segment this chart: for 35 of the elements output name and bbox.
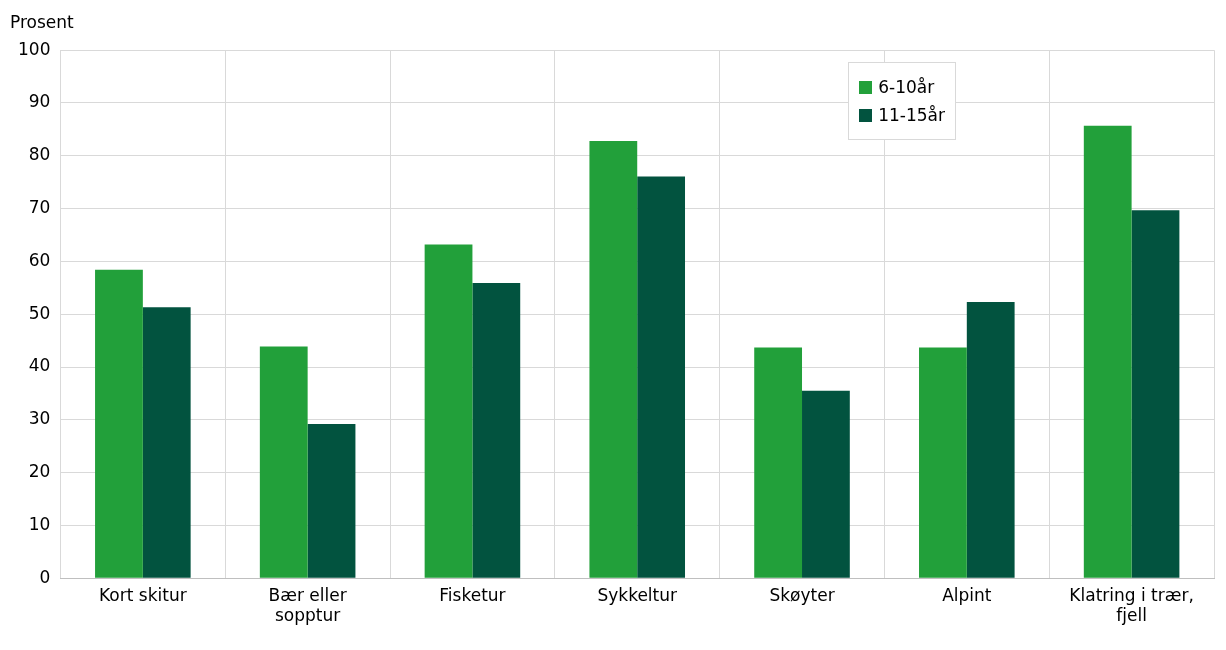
bar bbox=[95, 269, 143, 578]
x-tick-label: Kort skitur bbox=[99, 584, 187, 605]
y-tick-label: 90 bbox=[28, 91, 51, 112]
y-tick-label: 60 bbox=[28, 249, 51, 270]
y-tick-label: 0 bbox=[39, 566, 51, 587]
bar bbox=[424, 244, 473, 578]
x-tick-label: Alpint bbox=[942, 584, 992, 605]
legend-label: 6-10år bbox=[878, 77, 935, 97]
y-axis-title: Prosent bbox=[10, 12, 74, 32]
bar bbox=[472, 283, 521, 578]
y-tick-label: 70 bbox=[28, 197, 51, 218]
bar bbox=[802, 390, 850, 578]
y-tick-label: 20 bbox=[28, 461, 51, 482]
bar bbox=[259, 346, 308, 578]
y-tick-label: 100 bbox=[17, 38, 51, 59]
x-tick-label: Skøyter bbox=[769, 584, 835, 605]
bar bbox=[919, 347, 967, 578]
y-tick-label: 10 bbox=[28, 513, 51, 534]
bar bbox=[589, 141, 638, 578]
x-tick-label: Bær eller sopptur bbox=[268, 584, 347, 626]
bar bbox=[754, 347, 803, 578]
bar bbox=[637, 176, 686, 578]
x-tick-label: Fisketur bbox=[439, 584, 506, 605]
y-tick-label: 50 bbox=[28, 302, 51, 323]
y-tick-label: 80 bbox=[28, 144, 51, 165]
bar bbox=[142, 307, 191, 578]
x-tick-label: Sykkeltur bbox=[597, 584, 678, 605]
bar bbox=[1083, 125, 1132, 578]
bar bbox=[307, 424, 356, 578]
y-tick-label: 30 bbox=[28, 408, 51, 429]
y-tick-label: 40 bbox=[28, 355, 51, 376]
bar bbox=[1131, 210, 1180, 578]
bar bbox=[966, 302, 1015, 578]
x-tick-label: Klatring i trær, fjell bbox=[1069, 584, 1194, 626]
legend-label: 11-15år bbox=[878, 105, 945, 125]
